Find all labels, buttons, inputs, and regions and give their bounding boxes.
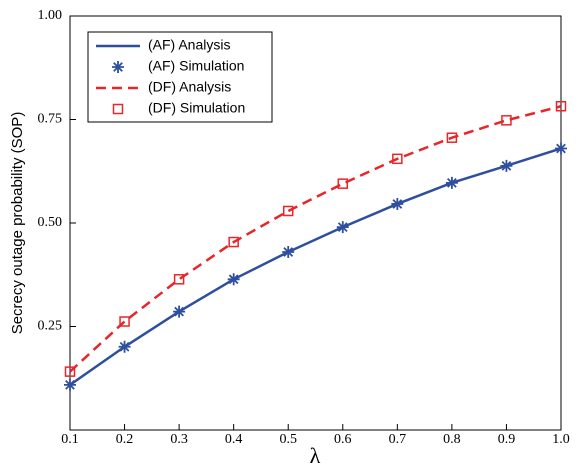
marker xyxy=(118,340,131,353)
x-tick-label: 0.8 xyxy=(443,432,461,447)
y-axis-label: Secrecy outage probability (SOP) xyxy=(9,112,26,335)
legend-marker xyxy=(112,61,124,73)
x-tick-label: 0.6 xyxy=(334,432,352,447)
marker xyxy=(337,178,349,189)
x-tick-label: 0.9 xyxy=(498,432,516,447)
marker xyxy=(282,245,295,258)
x-axis-label: λ xyxy=(310,443,321,468)
marker xyxy=(555,142,567,155)
y-tick-label: 0.50 xyxy=(38,215,63,230)
marker xyxy=(64,366,76,377)
marker xyxy=(282,205,294,217)
x-tick-label: 0.1 xyxy=(61,432,79,447)
legend: (AF) Analysis (AF) Simulation (DF) Analysi… xyxy=(87,31,273,123)
y-tick-label: 1.00 xyxy=(38,8,63,23)
marker xyxy=(336,221,349,234)
x-tick-label: 0.7 xyxy=(389,432,407,447)
x-tick-label: 0.2 xyxy=(116,432,134,447)
marker xyxy=(227,273,240,286)
marker xyxy=(173,305,186,318)
marker xyxy=(119,316,130,327)
y-tick-label: 0.75 xyxy=(38,112,63,127)
marker xyxy=(228,236,239,248)
x-tick-label: 0.3 xyxy=(170,432,188,447)
series-line xyxy=(69,147,562,386)
marker xyxy=(173,274,185,285)
legend-label: (AF) Simulation xyxy=(148,58,244,74)
marker xyxy=(64,378,76,391)
x-tick-label: 0.5 xyxy=(279,432,297,447)
legend-label: (DF) Simulation xyxy=(148,100,245,116)
marker xyxy=(501,115,512,126)
y-tick-label: 0.25 xyxy=(38,319,63,334)
marker xyxy=(445,176,458,189)
x-tick-label: 0.4 xyxy=(225,432,243,447)
marker xyxy=(392,153,403,165)
marker xyxy=(500,159,513,172)
marker xyxy=(391,197,404,210)
x-tick-label: 1.0 xyxy=(552,432,570,447)
marker xyxy=(555,101,567,112)
legend-marker xyxy=(112,103,124,115)
legend-label: (AF) Analysis xyxy=(148,37,230,53)
marker xyxy=(446,132,458,143)
legend-label: (DF) Analysis xyxy=(148,79,231,95)
